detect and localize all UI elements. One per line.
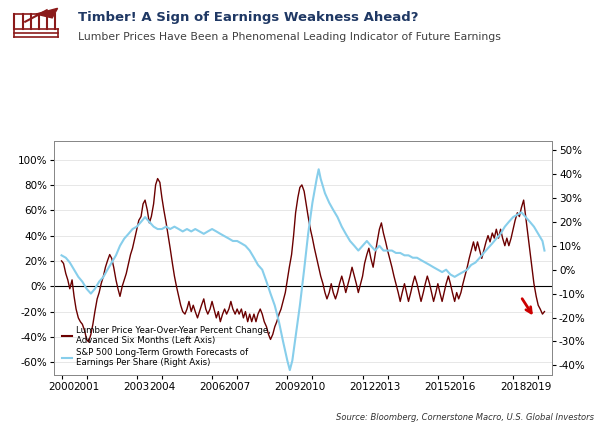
Text: Source: Bloomberg, Cornerstone Macro, U.S. Global Investors: Source: Bloomberg, Cornerstone Macro, U.… [336,413,594,422]
Text: Timber! A Sign of Earnings Weakness Ahead?: Timber! A Sign of Earnings Weakness Ahea… [78,11,419,24]
Polygon shape [36,8,58,18]
Legend: Lumber Price Year-Over-Year Percent Change,
Advanced Six Months (Left Axis), S&P: Lumber Price Year-Over-Year Percent Chan… [58,322,274,371]
Text: Lumber Prices Have Been a Phenomenal Leading Indicator of Future Earnings: Lumber Prices Have Been a Phenomenal Lea… [78,32,501,42]
